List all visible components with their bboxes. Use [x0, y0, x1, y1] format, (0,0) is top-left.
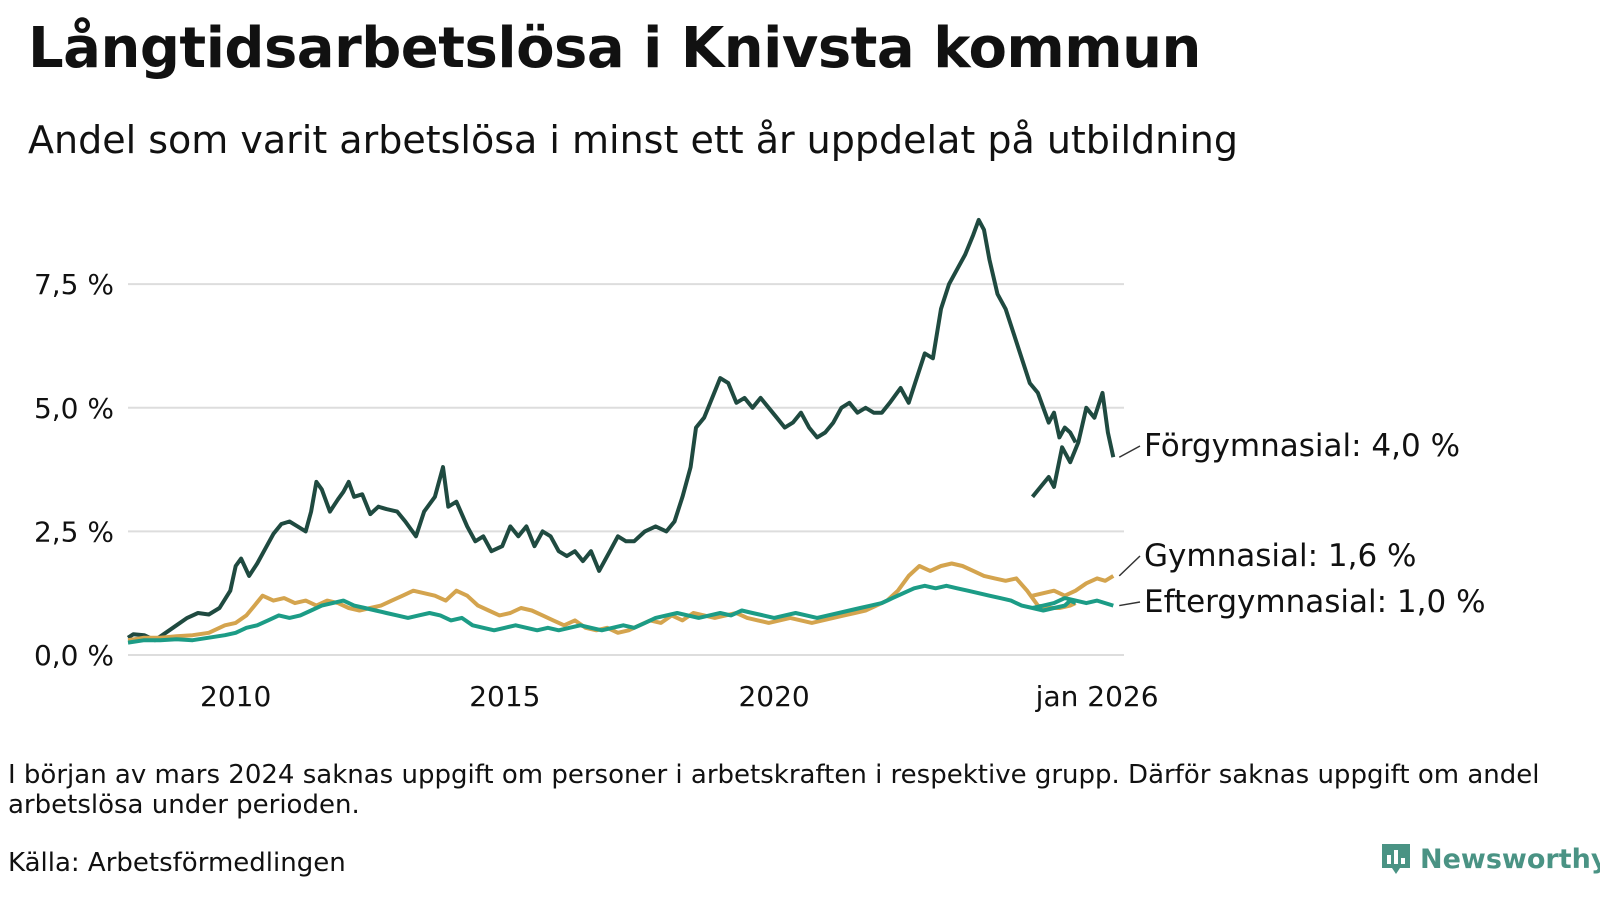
chart-subtitle: Andel som varit arbetslösa i minst ett å… — [28, 118, 1239, 162]
y-axis: 0,0 % 2,5 % 5,0 % 7,5 % — [34, 268, 114, 672]
x-tick-label: 2015 — [469, 680, 540, 713]
x-tick-label: 2020 — [738, 680, 809, 713]
y-tick-label: 0,0 % — [34, 639, 114, 672]
x-axis: 2010 2015 2020 jan 2026 — [200, 680, 1158, 713]
chart-title: Långtidsarbetslösa i Knivsta kommun — [28, 16, 1201, 81]
end-label-connector — [1119, 601, 1141, 607]
end-label-gymnasial: Gymnasial: 1,6 % — [1144, 538, 1417, 574]
y-tick-label: 2,5 % — [34, 515, 114, 548]
end-labels: Förgymnasial: 4,0 % Gymnasial: 1,6 % Efter… — [1118, 428, 1486, 620]
brand-name: Newsworthy — [1420, 843, 1600, 875]
series-lines — [126, 217, 1116, 645]
series-line-gymnasial — [1032, 574, 1115, 598]
line-chart: 0,0 % 2,5 % 5,0 % 7,5 % 2010 2015 2020 jan 202… — [34, 217, 1486, 713]
end-label-eftergymnasial: Eftergymnasial: 1,0 % — [1144, 584, 1486, 620]
x-tick-label: jan 2026 — [1035, 680, 1159, 713]
end-label-connector — [1118, 445, 1141, 458]
series-line-förgymnasial — [126, 217, 1078, 643]
brand-logo: Newsworthy — [1380, 842, 1600, 876]
series-line-förgymnasial — [1030, 390, 1116, 499]
end-label-connector — [1118, 555, 1141, 577]
series-line-eftergymnasial — [1032, 596, 1114, 610]
end-label-förgymnasial: Förgymnasial: 4,0 % — [1144, 428, 1460, 464]
source-credit: Källa: Arbetsförmedlingen — [8, 848, 346, 878]
x-tick-label: 2010 — [200, 680, 271, 713]
series-line-eftergymnasial — [127, 583, 1077, 645]
footnote: I början av mars 2024 saknas uppgift om … — [8, 760, 1540, 820]
y-tick-label: 7,5 % — [34, 268, 114, 301]
grid-lines — [128, 283, 1124, 656]
series-line-gymnasial — [127, 561, 1077, 643]
y-tick-label: 5,0 % — [34, 392, 114, 425]
bar-chart-badge-icon — [1382, 844, 1410, 874]
